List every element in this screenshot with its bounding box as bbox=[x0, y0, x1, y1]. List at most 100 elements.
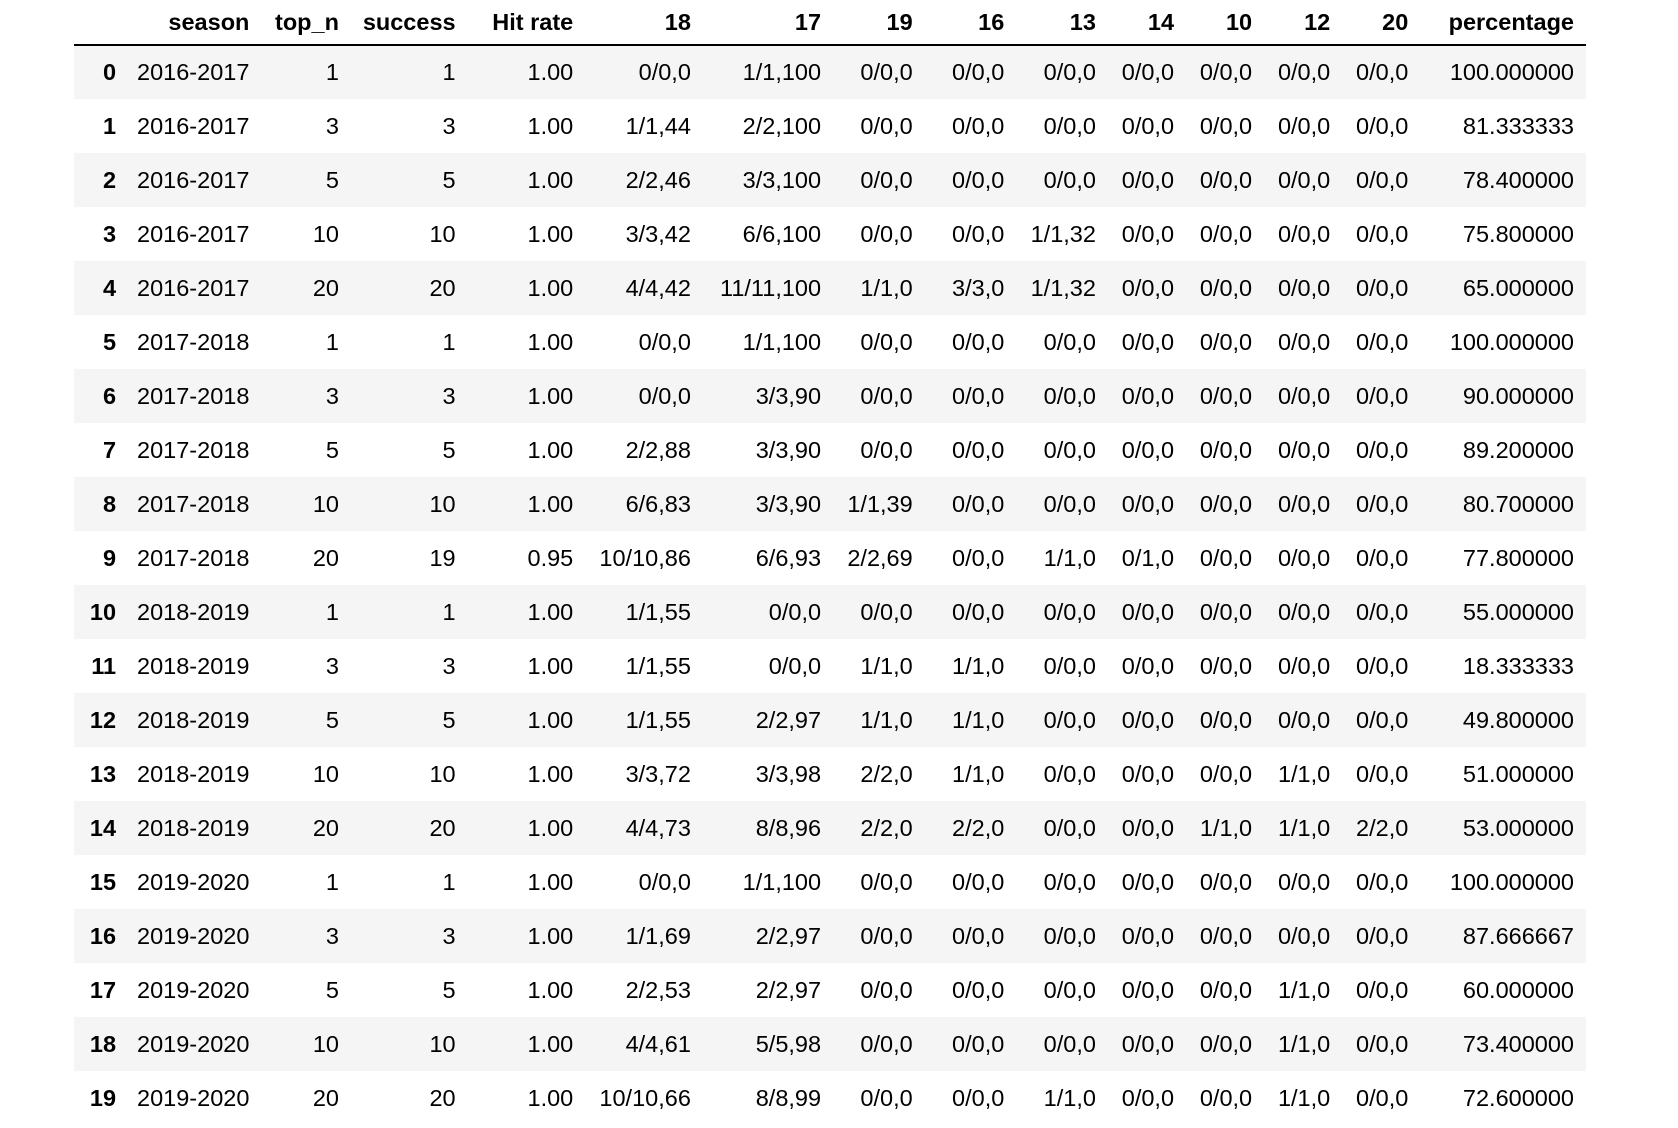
table-row: 17 2019-2020 5 5 1.00 2/2,53 2/2,97 0/0,0 0/0,0 0… bbox=[74, 963, 1586, 1017]
table-cell: 1/1,0 bbox=[1277, 1030, 1331, 1057]
table-cell: 1.00 bbox=[527, 490, 574, 517]
table-cell: 0/0,0 bbox=[1121, 598, 1175, 625]
row-index: 12 bbox=[89, 706, 117, 733]
table-cell: 3/3,90 bbox=[755, 382, 822, 409]
table-cell: 0/0,0 bbox=[1043, 706, 1096, 733]
table-cell: 0/0,0 bbox=[1121, 382, 1175, 409]
table-cell: 2016-2017 bbox=[137, 166, 250, 193]
row-index: 2 bbox=[102, 166, 117, 193]
table-cell: 3/3,90 bbox=[755, 490, 822, 517]
table-cell: 20 bbox=[429, 274, 456, 301]
row-index: 13 bbox=[89, 760, 117, 787]
table-cell: 51.000000 bbox=[1462, 760, 1574, 787]
table-cell: 2019-2020 bbox=[137, 1084, 250, 1111]
table-cell: 0/0,0 bbox=[1277, 652, 1331, 679]
table-cell: 1.00 bbox=[527, 59, 574, 85]
table-cell: 0/0,0 bbox=[1277, 490, 1331, 517]
table-cell: 1.00 bbox=[527, 1030, 574, 1057]
table-cell: 0/0,0 bbox=[952, 436, 1005, 463]
table-cell: 1.00 bbox=[527, 922, 574, 949]
table-cell: 1/1,0 bbox=[952, 760, 1005, 787]
table-cell: 5 bbox=[442, 166, 456, 193]
table-cell: 0/0,0 bbox=[1121, 760, 1175, 787]
table-cell: 0/0,0 bbox=[1199, 760, 1253, 787]
table-cell: 0/0,0 bbox=[1121, 1030, 1175, 1057]
table-cell: 53.000000 bbox=[1462, 814, 1574, 841]
table-cell: 10 bbox=[312, 220, 339, 247]
table-cell: 1/1,32 bbox=[1030, 274, 1096, 301]
table-cell: 20 bbox=[312, 274, 339, 301]
table-cell: 0/0,0 bbox=[1121, 652, 1175, 679]
table-cell: 18.333333 bbox=[1462, 652, 1574, 679]
row-index: 14 bbox=[89, 814, 117, 841]
table-cell: 0/0,0 bbox=[1277, 59, 1331, 85]
table-row: 11 2018-2019 3 3 1.00 1/1,55 0/0,0 1/1,0 1/1,0 0/… bbox=[74, 639, 1586, 693]
table-row: 9 2017-2018 20 19 0.95 10/10,86 6/6,93 2/2,69 0/… bbox=[74, 531, 1586, 585]
table-cell: 0/0,0 bbox=[1356, 868, 1409, 895]
table-cell: 0/0,0 bbox=[860, 922, 913, 949]
table-cell: 100.000000 bbox=[1449, 868, 1574, 895]
table-cell: 0/0,0 bbox=[860, 868, 913, 895]
table-row: 5 2017-2018 1 1 1.00 0/0,0 1/1,100 0/0,0 0/0,0 0/… bbox=[74, 315, 1586, 369]
table-cell: 0/0,0 bbox=[1043, 652, 1096, 679]
table-cell: 1/1,39 bbox=[847, 490, 913, 517]
table-row: 16 2019-2020 3 3 1.00 1/1,69 2/2,97 0/0,0 0/0,0 0… bbox=[74, 909, 1586, 963]
table-cell: 5 bbox=[442, 436, 456, 463]
table-cell: 5 bbox=[325, 976, 339, 1003]
table-cell: 0/0,0 bbox=[1356, 976, 1409, 1003]
table-cell: 2/2,88 bbox=[625, 436, 691, 463]
table-cell: 1/1,100 bbox=[742, 868, 822, 895]
table-cell: 1/1,0 bbox=[1277, 760, 1331, 787]
table-cell: 0/0,0 bbox=[1121, 706, 1175, 733]
table-cell: 1.00 bbox=[527, 274, 574, 301]
header-row: season top_n success Hit rate 18 17 19 16 13 14 10… bbox=[74, 0, 1586, 46]
table-cell: 1 bbox=[325, 328, 339, 355]
row-index: 3 bbox=[102, 220, 117, 247]
table-cell: 1.00 bbox=[527, 382, 574, 409]
table-cell: 0/0,0 bbox=[1199, 328, 1253, 355]
table-cell: 0/0,0 bbox=[1121, 436, 1175, 463]
row-index: 0 bbox=[102, 59, 117, 85]
table-cell: 77.800000 bbox=[1462, 544, 1574, 571]
table-cell: 0/0,0 bbox=[1199, 1030, 1253, 1057]
row-index: 15 bbox=[89, 868, 117, 895]
table-row: 8 2017-2018 10 10 1.00 6/6,83 3/3,90 1/1,39 0/0,… bbox=[74, 477, 1586, 531]
table-cell: 10 bbox=[312, 490, 339, 517]
table-cell: 0/0,0 bbox=[1043, 436, 1096, 463]
table-cell: 3/3,72 bbox=[625, 760, 691, 787]
table-cell: 60.000000 bbox=[1462, 976, 1574, 1003]
table-cell: 6/6,93 bbox=[755, 544, 822, 571]
table-cell: 1.00 bbox=[527, 814, 574, 841]
table-cell: 0/0,0 bbox=[1356, 490, 1409, 517]
table-cell: 5 bbox=[325, 166, 339, 193]
table-cell: 5 bbox=[442, 706, 456, 733]
column-header: 13 bbox=[1016, 0, 1108, 46]
table-cell: 0/0,0 bbox=[1043, 490, 1096, 517]
table-cell: 0/0,0 bbox=[952, 490, 1005, 517]
table-cell: 0/0,0 bbox=[1199, 922, 1253, 949]
table-cell: 72.600000 bbox=[1462, 1084, 1574, 1111]
table-cell: 0/0,0 bbox=[952, 59, 1005, 85]
dataframe-table: season top_n success Hit rate 18 17 19 16 13 14 10… bbox=[74, 0, 1586, 1125]
table-cell: 1/1,55 bbox=[625, 706, 691, 733]
table-cell: 1.00 bbox=[527, 112, 574, 139]
table-cell: 0/0,0 bbox=[952, 1084, 1005, 1111]
table-cell: 0/0,0 bbox=[1043, 59, 1096, 85]
table-cell: 1/1,55 bbox=[625, 652, 691, 679]
table-cell: 2019-2020 bbox=[137, 922, 250, 949]
table-cell: 1/1,0 bbox=[1199, 814, 1253, 841]
table-cell: 0/0,0 bbox=[1356, 166, 1409, 193]
table-cell: 75.800000 bbox=[1462, 220, 1574, 247]
table-cell: 0/0,0 bbox=[1121, 274, 1175, 301]
table-cell: 0/0,0 bbox=[1043, 814, 1096, 841]
table-cell: 78.400000 bbox=[1462, 166, 1574, 193]
table-cell: 0/0,0 bbox=[1277, 436, 1331, 463]
row-index: 8 bbox=[102, 490, 117, 517]
table-cell: 1/1,0 bbox=[1277, 976, 1331, 1003]
row-index: 16 bbox=[89, 922, 117, 949]
table-cell: 2016-2017 bbox=[137, 220, 250, 247]
table-row: 6 2017-2018 3 3 1.00 0/0,0 3/3,90 0/0,0 0/0,0 0/0… bbox=[74, 369, 1586, 423]
table-cell: 1 bbox=[325, 868, 339, 895]
table-cell: 0/0,0 bbox=[1121, 1084, 1175, 1111]
table-cell: 2016-2017 bbox=[137, 112, 250, 139]
